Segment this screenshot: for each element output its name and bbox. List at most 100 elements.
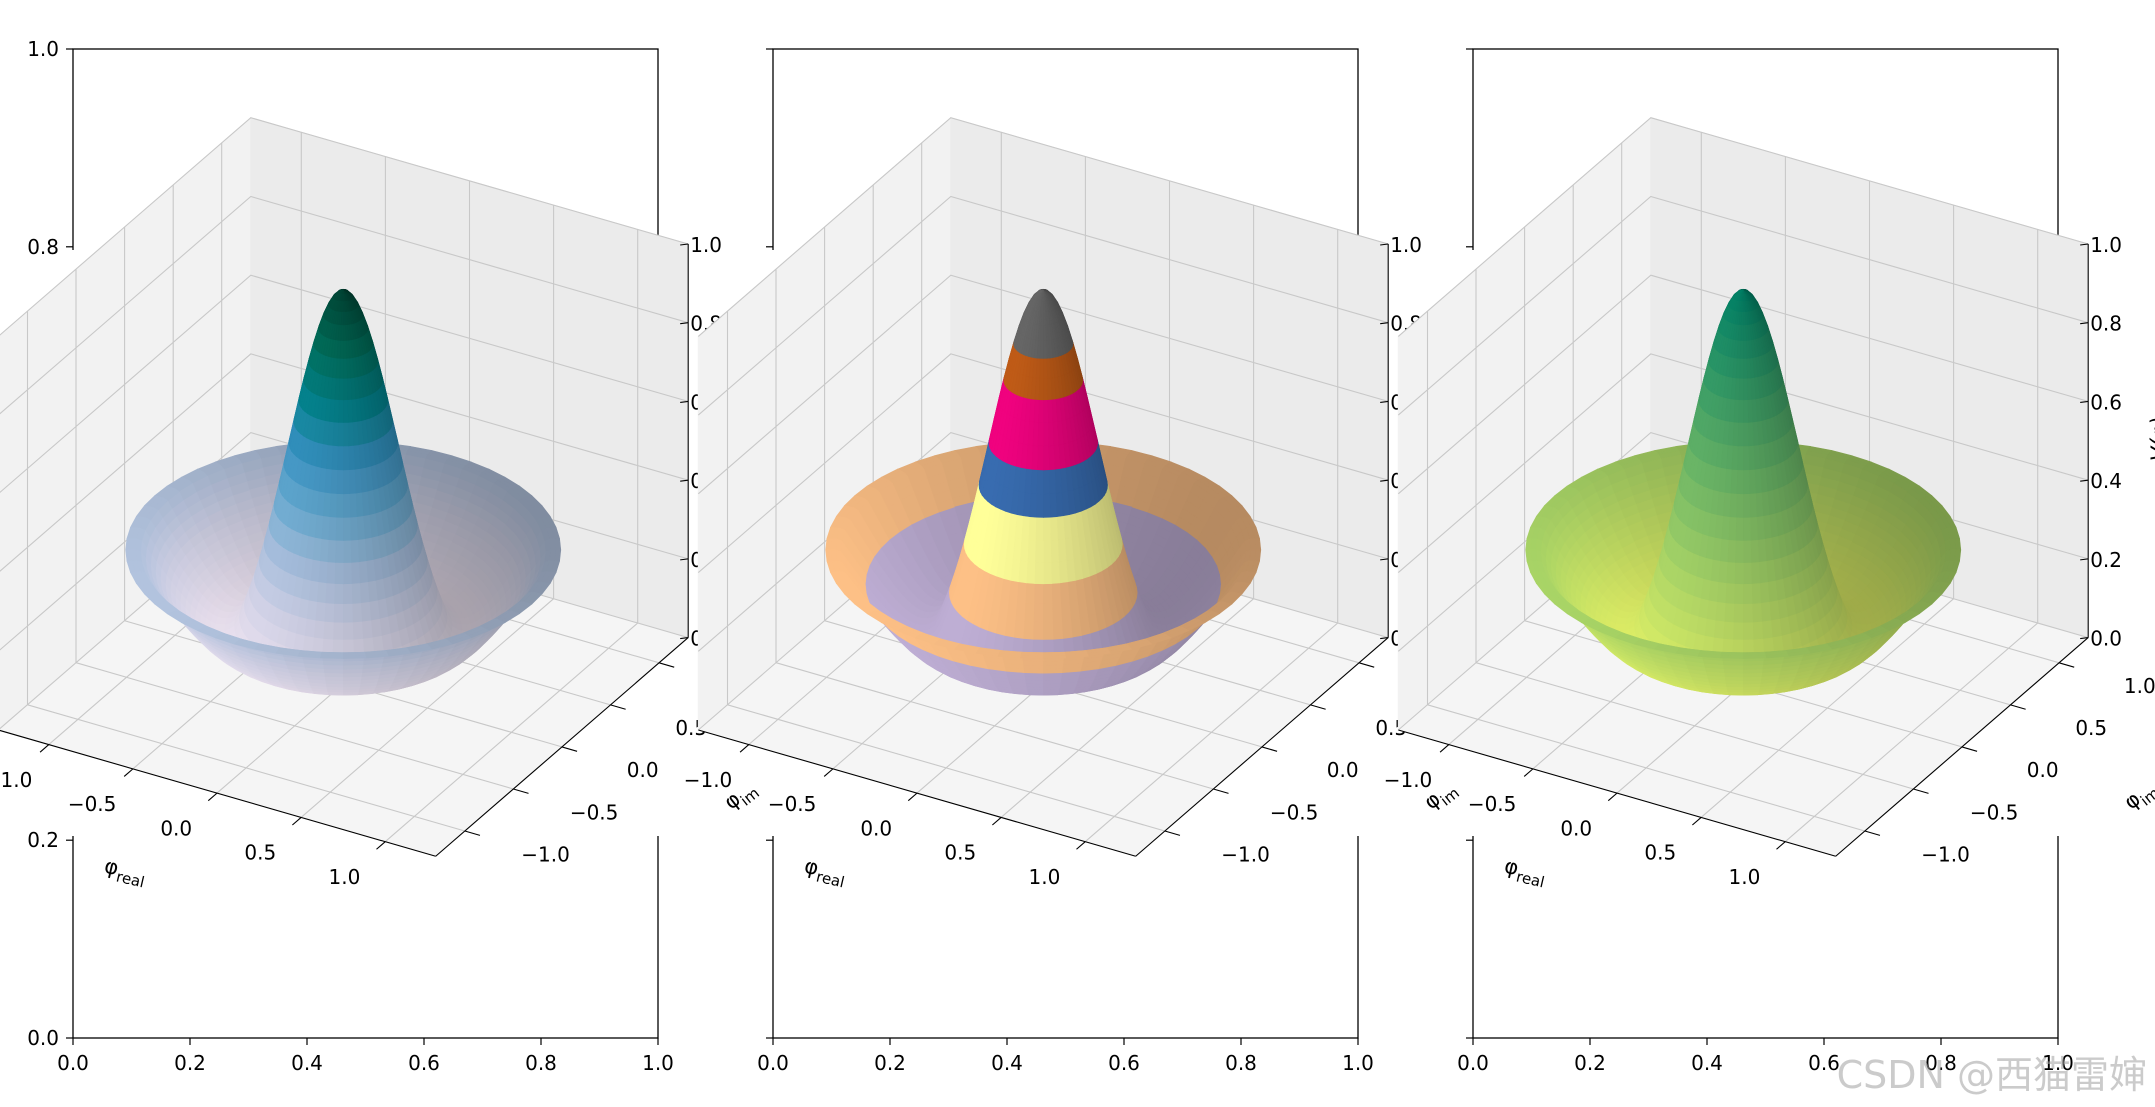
surface-facet	[1034, 562, 1044, 585]
surface-facet	[359, 581, 370, 604]
surface-facet	[350, 539, 360, 563]
surface-facet	[340, 324, 344, 341]
surface-facet	[370, 618, 382, 638]
surface-facet	[320, 655, 344, 659]
surface-facet	[339, 340, 344, 359]
background-x-tick-label: 0.6	[1108, 1051, 1140, 1075]
background-x-tick-label: 0.2	[874, 1051, 906, 1075]
surface-facet	[336, 469, 344, 495]
surface-facet	[302, 635, 315, 654]
surface-facet	[1026, 561, 1036, 584]
surface-facet	[340, 311, 344, 326]
surface-facet	[342, 562, 352, 585]
background-x-tick-label: 0.2	[174, 1051, 206, 1075]
surface-facet	[1043, 422, 1049, 447]
surface-facet	[830, 538, 838, 551]
y-tick-label: −0.5	[570, 800, 619, 824]
surface-facet	[338, 377, 344, 401]
surface-facet	[348, 468, 356, 494]
surface-facet	[342, 516, 351, 541]
surface	[125, 288, 562, 696]
surface-facet	[1249, 538, 1257, 551]
surface-facet	[1037, 445, 1044, 471]
surface-facet	[1071, 635, 1084, 654]
surface-facet	[1043, 516, 1051, 541]
surface-facet	[1160, 624, 1168, 632]
grid-z-line	[0, 195, 689, 415]
grid-z-line	[0, 274, 689, 494]
background-x-tick-label: 0.6	[408, 1051, 440, 1075]
background-x-tick-label: 0.0	[757, 1051, 789, 1075]
surface-facet	[825, 549, 833, 562]
surface-facet	[1002, 635, 1015, 654]
surface-facet	[1028, 516, 1037, 541]
surface-facet	[342, 655, 367, 659]
surface-facet	[342, 324, 347, 341]
surface-facet	[1016, 581, 1028, 604]
surface-facet	[125, 549, 133, 562]
surface-facet	[1052, 620, 1064, 640]
background-x-tick-label: 0.4	[991, 1051, 1023, 1075]
surface-facet	[334, 562, 344, 585]
surface-facet	[1031, 445, 1039, 471]
surface-facet	[1043, 493, 1051, 518]
surface-facet	[1060, 601, 1072, 622]
surface-facet	[1023, 620, 1035, 640]
grid-z-line	[0, 353, 689, 572]
surface-facet	[1035, 539, 1044, 563]
surface-facet	[333, 603, 344, 623]
surface-facet	[342, 469, 350, 495]
surface-facet	[554, 549, 562, 562]
surface-facet	[320, 538, 330, 563]
surface-facet	[1037, 422, 1044, 447]
surface-facet	[1048, 468, 1056, 494]
surface-facet	[351, 582, 362, 604]
surface-facet	[1049, 492, 1057, 518]
x-tick-label: −1.0	[0, 768, 32, 792]
surface-facet	[332, 421, 339, 447]
surface-facet	[1043, 469, 1050, 495]
surface-facet	[337, 422, 344, 447]
grid-z-line	[0, 117, 689, 336]
surface-facet	[329, 492, 338, 518]
surface-facet	[315, 601, 327, 622]
surface-facet	[313, 619, 326, 639]
surface-facet	[460, 624, 468, 632]
surface-facet	[1029, 492, 1038, 518]
background-x-tick-label: 0.4	[291, 1051, 323, 1075]
surface-facet	[335, 516, 344, 541]
surface-facet	[371, 635, 384, 654]
surface-facet	[342, 399, 349, 423]
surface-facet	[342, 357, 348, 379]
surface-facet	[342, 311, 346, 326]
surface-facet	[337, 445, 344, 471]
surface-facet	[1049, 516, 1059, 541]
surface-facet	[1254, 549, 1262, 562]
surface-facet	[1051, 602, 1063, 623]
surface-facet	[1013, 619, 1026, 639]
x-tick	[376, 841, 386, 850]
surface-facet	[1024, 602, 1035, 623]
surface-facet	[349, 516, 359, 541]
surface-facet	[1020, 538, 1030, 563]
surface-facet	[342, 493, 351, 518]
background-x-tick-label: 1.0	[642, 1051, 674, 1075]
surface-facet	[350, 561, 361, 584]
surface-facet	[1015, 601, 1027, 622]
surface-facet	[1043, 445, 1050, 471]
surface-facet	[330, 468, 338, 494]
surface-facet	[1043, 562, 1052, 585]
surface-facet	[328, 516, 337, 541]
background-y-tick-label: 0.2	[27, 828, 59, 852]
surface-facet	[336, 493, 344, 518]
z-tick-label: 1.0	[690, 233, 722, 257]
surface-facet	[1021, 515, 1031, 541]
surface-facet	[1034, 583, 1044, 605]
surface-facet	[339, 357, 344, 379]
surface-facet	[335, 539, 344, 563]
surface-facet	[318, 560, 329, 584]
background-x-tick-label: 0.8	[525, 1051, 557, 1075]
surface-facet	[1036, 493, 1044, 518]
surface-facet	[342, 340, 347, 359]
